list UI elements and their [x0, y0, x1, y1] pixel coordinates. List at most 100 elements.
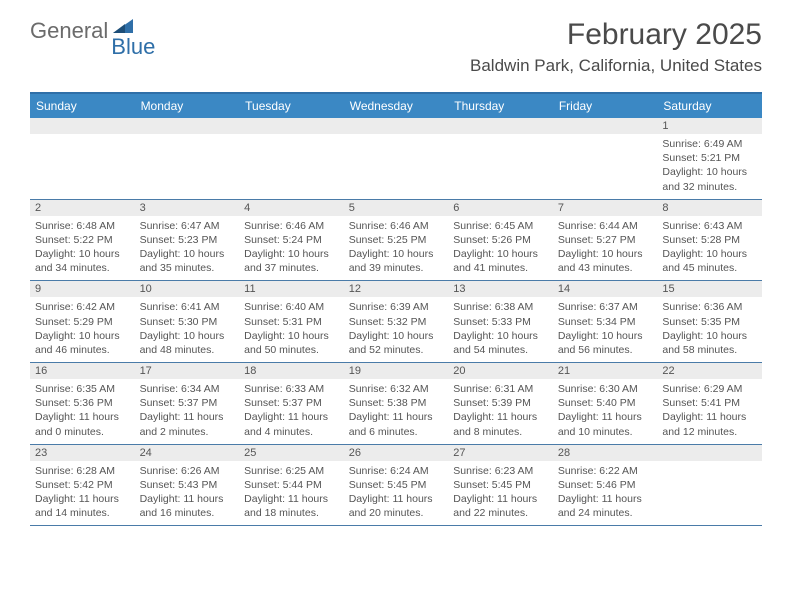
day-dl2-text: and 4 minutes.	[244, 425, 339, 439]
day-dl2-text: and 48 minutes.	[140, 343, 235, 357]
day-sunrise-text: Sunrise: 6:30 AM	[558, 382, 653, 396]
day-sunrise-text: Sunrise: 6:45 AM	[453, 219, 548, 233]
day-details: Sunrise: 6:34 AMSunset: 5:37 PMDaylight:…	[135, 379, 240, 444]
weekday-header: Monday	[135, 94, 240, 118]
day-sunset-text: Sunset: 5:37 PM	[244, 396, 339, 410]
calendar-day-cell: 9 Sunrise: 6:42 AMSunset: 5:29 PMDaylight…	[30, 281, 135, 362]
day-sunrise-text: Sunrise: 6:24 AM	[349, 464, 444, 478]
day-sunset-text: Sunset: 5:45 PM	[349, 478, 444, 492]
day-dl1-text: Daylight: 10 hours	[349, 329, 444, 343]
day-sunset-text: Sunset: 5:39 PM	[453, 396, 548, 410]
day-sunset-text: Sunset: 5:32 PM	[349, 315, 444, 329]
day-number	[657, 445, 762, 461]
day-sunrise-text: Sunrise: 6:35 AM	[35, 382, 130, 396]
day-dl1-text: Daylight: 10 hours	[662, 247, 757, 261]
day-number: 20	[448, 363, 553, 379]
day-sunset-text: Sunset: 5:27 PM	[558, 233, 653, 247]
day-number: 12	[344, 281, 449, 297]
day-details: Sunrise: 6:45 AMSunset: 5:26 PMDaylight:…	[448, 216, 553, 281]
day-sunset-text: Sunset: 5:44 PM	[244, 478, 339, 492]
day-sunrise-text: Sunrise: 6:26 AM	[140, 464, 235, 478]
day-details: Sunrise: 6:30 AMSunset: 5:40 PMDaylight:…	[553, 379, 658, 444]
weekday-header: Tuesday	[239, 94, 344, 118]
day-dl2-text: and 54 minutes.	[453, 343, 548, 357]
day-dl2-text: and 37 minutes.	[244, 261, 339, 275]
day-dl1-text: Daylight: 11 hours	[349, 492, 444, 506]
day-sunrise-text: Sunrise: 6:43 AM	[662, 219, 757, 233]
day-number: 28	[553, 445, 658, 461]
calendar-day-cell: 19Sunrise: 6:32 AMSunset: 5:38 PMDayligh…	[344, 363, 449, 444]
day-number: 3	[135, 200, 240, 216]
day-dl2-text: and 14 minutes.	[35, 506, 130, 520]
day-sunrise-text: Sunrise: 6:37 AM	[558, 300, 653, 314]
day-sunrise-text: Sunrise: 6:36 AM	[662, 300, 757, 314]
day-dl2-text: and 8 minutes.	[453, 425, 548, 439]
day-details	[448, 134, 553, 192]
day-dl1-text: Daylight: 10 hours	[453, 247, 548, 261]
day-number	[553, 118, 658, 134]
day-sunset-text: Sunset: 5:34 PM	[558, 315, 653, 329]
day-number: 25	[239, 445, 344, 461]
day-dl2-text: and 39 minutes.	[349, 261, 444, 275]
day-sunset-text: Sunset: 5:29 PM	[35, 315, 130, 329]
day-sunset-text: Sunset: 5:45 PM	[453, 478, 548, 492]
day-dl1-text: Daylight: 10 hours	[453, 329, 548, 343]
day-sunset-text: Sunset: 5:35 PM	[662, 315, 757, 329]
day-sunset-text: Sunset: 5:41 PM	[662, 396, 757, 410]
location-text: Baldwin Park, California, United States	[470, 56, 762, 76]
weekday-header: Sunday	[30, 94, 135, 118]
day-dl2-text: and 10 minutes.	[558, 425, 653, 439]
day-number: 26	[344, 445, 449, 461]
calendar-week-row: 2Sunrise: 6:48 AMSunset: 5:22 PMDaylight…	[30, 200, 762, 282]
calendar-week-row: 16Sunrise: 6:35 AMSunset: 5:36 PMDayligh…	[30, 363, 762, 445]
calendar-day-cell	[344, 118, 449, 199]
calendar-grid: SundayMondayTuesdayWednesdayThursdayFrid…	[30, 92, 762, 526]
day-dl2-text: and 43 minutes.	[558, 261, 653, 275]
day-dl2-text: and 16 minutes.	[140, 506, 235, 520]
day-number: 4	[239, 200, 344, 216]
day-dl2-text: and 41 minutes.	[453, 261, 548, 275]
day-dl2-text: and 12 minutes.	[662, 425, 757, 439]
day-sunrise-text: Sunrise: 6:33 AM	[244, 382, 339, 396]
day-dl2-text: and 45 minutes.	[662, 261, 757, 275]
day-sunrise-text: Sunrise: 6:39 AM	[349, 300, 444, 314]
day-details	[239, 134, 344, 192]
day-sunrise-text: Sunrise: 6:48 AM	[35, 219, 130, 233]
calendar-day-cell: 1Sunrise: 6:49 AMSunset: 5:21 PMDaylight…	[657, 118, 762, 199]
calendar-day-cell: 2Sunrise: 6:48 AMSunset: 5:22 PMDaylight…	[30, 200, 135, 281]
day-sunrise-text: Sunrise: 6:47 AM	[140, 219, 235, 233]
day-number	[448, 118, 553, 134]
day-dl1-text: Daylight: 10 hours	[35, 329, 130, 343]
day-dl2-text: and 22 minutes.	[453, 506, 548, 520]
day-sunrise-text: Sunrise: 6:46 AM	[349, 219, 444, 233]
day-sunset-text: Sunset: 5:46 PM	[558, 478, 653, 492]
day-sunrise-text: Sunrise: 6:23 AM	[453, 464, 548, 478]
calendar-week-row: 1Sunrise: 6:49 AMSunset: 5:21 PMDaylight…	[30, 118, 762, 200]
calendar-day-cell: 24Sunrise: 6:26 AMSunset: 5:43 PMDayligh…	[135, 445, 240, 526]
day-dl1-text: Daylight: 11 hours	[244, 492, 339, 506]
day-number: 10	[135, 281, 240, 297]
day-number: 1	[657, 118, 762, 134]
day-sunrise-text: Sunrise: 6:42 AM	[35, 300, 130, 314]
day-number: 9	[30, 281, 135, 297]
day-dl2-text: and 2 minutes.	[140, 425, 235, 439]
calendar-day-cell: 17Sunrise: 6:34 AMSunset: 5:37 PMDayligh…	[135, 363, 240, 444]
weekday-header: Thursday	[448, 94, 553, 118]
day-dl1-text: Daylight: 11 hours	[662, 410, 757, 424]
weekday-header: Saturday	[657, 94, 762, 118]
day-dl1-text: Daylight: 10 hours	[244, 329, 339, 343]
day-sunset-text: Sunset: 5:24 PM	[244, 233, 339, 247]
day-sunset-text: Sunset: 5:42 PM	[35, 478, 130, 492]
day-sunrise-text: Sunrise: 6:40 AM	[244, 300, 339, 314]
day-number: 15	[657, 281, 762, 297]
day-number: 2	[30, 200, 135, 216]
day-number	[239, 118, 344, 134]
day-dl1-text: Daylight: 11 hours	[558, 410, 653, 424]
calendar-day-cell	[239, 118, 344, 199]
calendar-day-cell: 18Sunrise: 6:33 AMSunset: 5:37 PMDayligh…	[239, 363, 344, 444]
calendar-day-cell: 4Sunrise: 6:46 AMSunset: 5:24 PMDaylight…	[239, 200, 344, 281]
day-number: 21	[553, 363, 658, 379]
day-dl1-text: Daylight: 11 hours	[140, 492, 235, 506]
day-sunrise-text: Sunrise: 6:25 AM	[244, 464, 339, 478]
day-dl2-text: and 52 minutes.	[349, 343, 444, 357]
